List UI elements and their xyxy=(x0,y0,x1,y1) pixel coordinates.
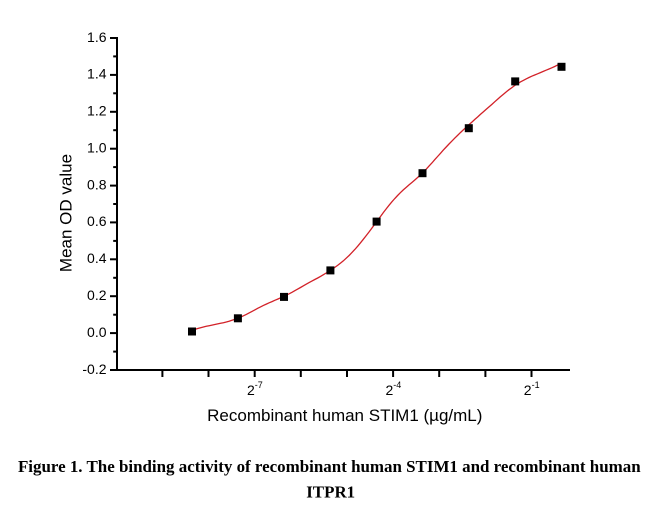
svg-text:1.2: 1.2 xyxy=(87,103,107,119)
svg-text:0.6: 0.6 xyxy=(87,213,107,229)
svg-text:-0.2: -0.2 xyxy=(82,361,106,377)
svg-text:Recombinant human STIM1 (µg/mL: Recombinant human STIM1 (µg/mL) xyxy=(207,406,482,425)
svg-text:1.0: 1.0 xyxy=(87,140,107,156)
svg-text:ITPR1: ITPR1 xyxy=(306,483,355,502)
svg-text:0.2: 0.2 xyxy=(87,287,107,303)
svg-text:0.8: 0.8 xyxy=(87,176,107,192)
svg-text:Mean OD value: Mean OD value xyxy=(57,154,76,272)
svg-text:1.6: 1.6 xyxy=(87,29,107,45)
svg-text:0.0: 0.0 xyxy=(87,324,107,340)
svg-text:Figure 1. The binding activity: Figure 1. The binding activity of recomb… xyxy=(18,457,641,476)
svg-text:0.4: 0.4 xyxy=(87,250,107,266)
svg-text:1.4: 1.4 xyxy=(87,66,107,82)
